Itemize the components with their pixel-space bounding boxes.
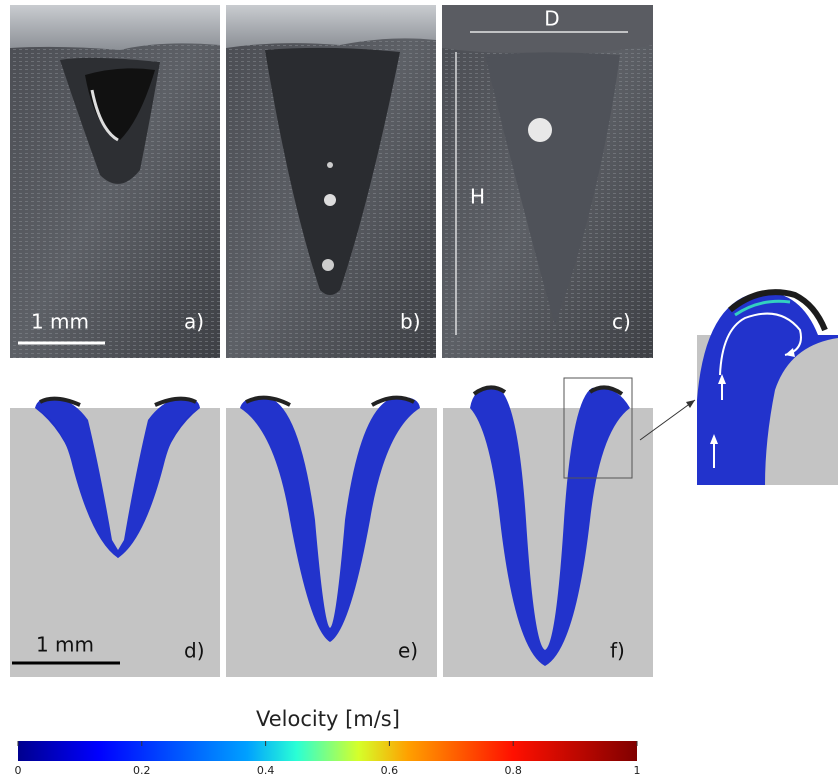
scale-bar-label: 1 mm	[36, 633, 94, 657]
dimension-label: D	[544, 7, 559, 31]
micrograph-a	[10, 5, 220, 358]
colorbar-tick-label: 0.4	[257, 764, 275, 777]
panel-label: f)	[610, 639, 625, 663]
colorbar	[18, 741, 637, 761]
figure: D H 1 mm a) b) c) d) e) f) 1 mm	[0, 0, 838, 779]
colorbar-tick-label: 1	[634, 764, 641, 777]
colorbar-tick-label: 0.8	[504, 764, 522, 777]
panel-label: d)	[184, 639, 205, 663]
panel-label: e)	[398, 639, 418, 663]
colorbar-tick-label: 0.6	[381, 764, 399, 777]
micrograph-c: D H	[442, 5, 653, 358]
simulation-e: e)	[226, 397, 437, 677]
panel-label: b)	[400, 310, 421, 334]
zoom-inset	[697, 292, 838, 485]
panel-label: a)	[184, 310, 204, 334]
colorbar-tick-label: 0	[15, 764, 22, 777]
colorbar-tick-label: 0.2	[133, 764, 151, 777]
dimension-label: H	[470, 185, 485, 209]
simulation-f: f)	[443, 378, 695, 677]
colorbar-title: Velocity [m/s]	[256, 707, 400, 731]
scale-bar-label: 1 mm	[31, 310, 89, 334]
panel-label: c)	[612, 310, 631, 334]
micrograph-b	[226, 5, 436, 358]
